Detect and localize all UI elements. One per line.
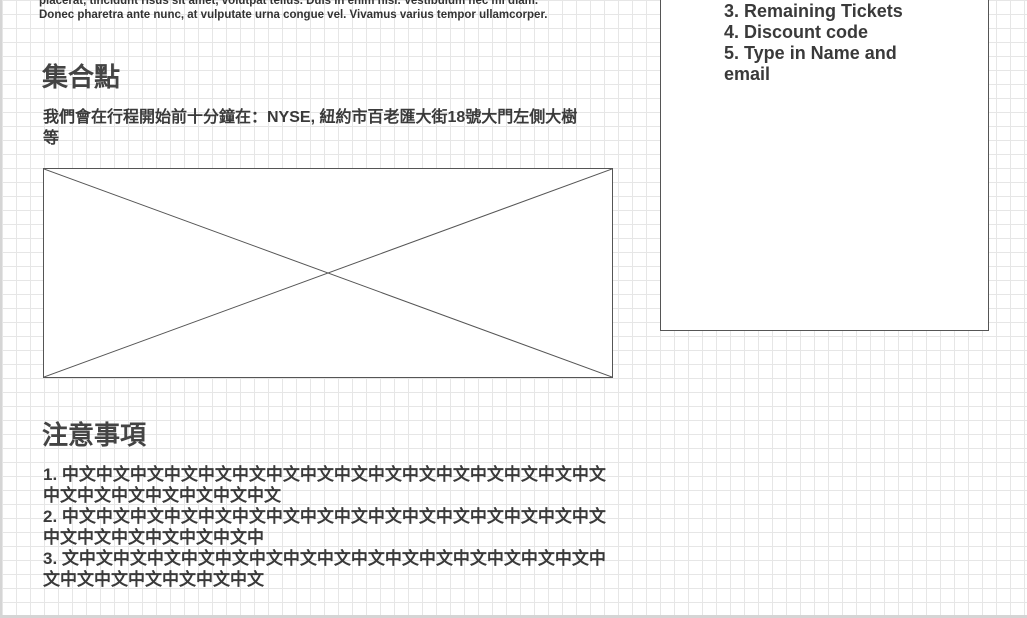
image-placeholder-icon — [44, 169, 612, 377]
map-image-placeholder — [43, 168, 613, 378]
note-item: 3. 文中文中文中文中文中文中文中文中文中文中文中文中文中文中文中文中文中文中文… — [43, 549, 606, 589]
note-item: 2. 中文中文中文中文中文中文中文中文中文中文中文中文中文中文中文中文中文中文中… — [43, 507, 606, 547]
intro-line: placerat, tincidunt risus sit amet, volu… — [39, 0, 539, 7]
note-item: 1. 中文中文中文中文中文中文中文中文中文中文中文中文中文中文中文中文中文中文中… — [43, 465, 606, 505]
meeting-point-heading: 集合點 — [42, 62, 121, 92]
notes-heading: 注意事項 — [42, 420, 147, 450]
booking-step-item: 5. Type in Name and email — [724, 43, 897, 84]
intro-line: Donec pharetra ante nunc, at vulputate u… — [39, 9, 548, 21]
booking-steps-panel: 3. Remaining Tickets 4. Discount code 5.… — [660, 0, 989, 331]
intro-paragraph: placerat, tincidunt risus sit amet, volu… — [39, 0, 639, 22]
booking-steps-list: 3. Remaining Tickets 4. Discount code 5.… — [724, 1, 924, 85]
canvas-edge — [0, 0, 2, 618]
notes-list: 1. 中文中文中文中文中文中文中文中文中文中文中文中文中文中文中文中文中文中文中… — [43, 464, 613, 590]
canvas-edge — [0, 615, 1027, 618]
booking-step-item: 3. Remaining Tickets — [724, 1, 903, 21]
booking-step-item: 4. Discount code — [724, 22, 869, 42]
meeting-point-description: 我們會在行程開始前十分鐘在：NYSE, 紐約市百老匯大街18號大門左側大樹等 — [43, 109, 578, 147]
